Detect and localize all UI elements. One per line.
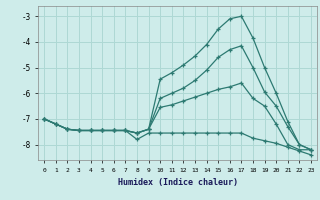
X-axis label: Humidex (Indice chaleur): Humidex (Indice chaleur) (118, 178, 238, 187)
